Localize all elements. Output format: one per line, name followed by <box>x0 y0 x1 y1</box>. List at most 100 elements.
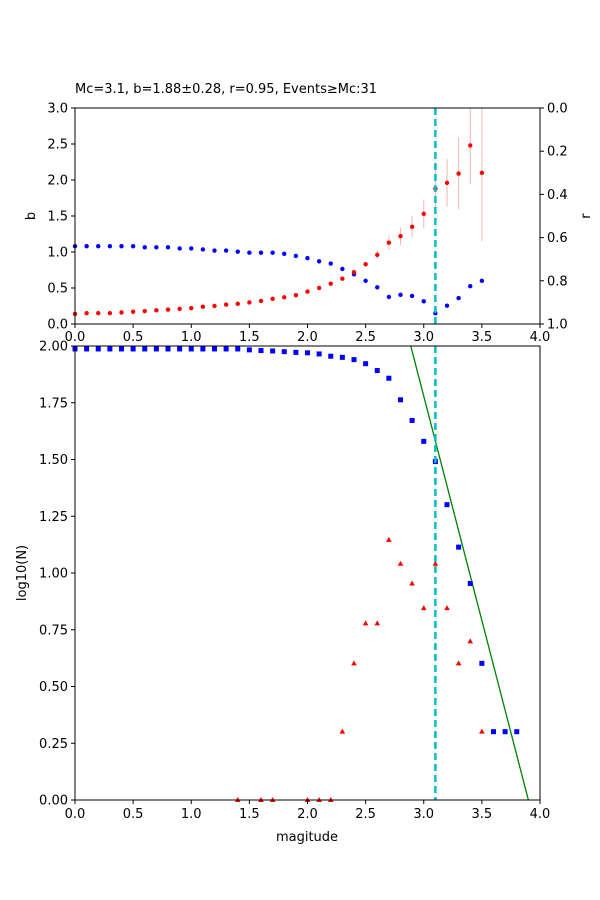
b-value-point <box>154 308 159 313</box>
cumulative-count-point <box>421 438 427 444</box>
cumulative-count-point <box>200 346 206 352</box>
cumulative-count-point <box>409 417 415 423</box>
cumulative-count-point <box>130 346 136 352</box>
b-value-point <box>316 285 322 291</box>
cumulative-count-point <box>95 346 101 352</box>
cumulative-count-point <box>479 660 485 666</box>
b-value-point <box>107 311 113 316</box>
r-tick-label: 1.0 <box>547 318 568 333</box>
r-axis-label: r <box>579 213 594 219</box>
cumulative-count-point <box>398 397 403 403</box>
r-value-point <box>409 293 415 299</box>
r-tick-label: 0.8 <box>547 274 568 289</box>
r-value-point <box>154 245 159 250</box>
r-value-point <box>142 245 147 250</box>
x-tick-label: 1.0 <box>181 807 202 822</box>
noncumulative-count-point <box>339 728 346 734</box>
b-value-chart: Mc=3.1, b=1.88±0.28, r=0.95, Events≥Mc:3… <box>24 82 594 345</box>
y-tick-label: 2.5 <box>47 138 68 153</box>
cumulative-count-point <box>456 544 462 550</box>
noncumulative-count-point <box>409 580 415 586</box>
b-value-point <box>340 276 345 281</box>
b-value-point <box>409 224 415 229</box>
b-value-point <box>398 233 403 239</box>
cumulative-count-point <box>235 346 241 352</box>
b-value-y-ticks: 0.0 0.5 1.0 1.5 2.0 2.5 3.0 <box>47 102 75 333</box>
cumulative-count-point <box>246 347 252 353</box>
r-value-point <box>316 259 322 264</box>
r-value-point <box>223 248 229 253</box>
b-value-point <box>247 300 252 305</box>
r-value-point <box>165 245 171 250</box>
x-tick-label: 0.5 <box>123 807 144 822</box>
r-value-point <box>130 244 136 249</box>
cumulative-count-point <box>374 368 380 374</box>
r-value-point <box>340 266 345 272</box>
y-tick-label: 0.5 <box>47 282 68 297</box>
r-value-point <box>96 244 101 249</box>
x-tick-label: 3.5 <box>472 330 493 345</box>
b-value-point <box>235 301 240 307</box>
x-tick-label: 3.0 <box>413 807 434 822</box>
y-tick-label: 0.75 <box>39 623 68 638</box>
cumulative-count-point <box>502 729 508 735</box>
r-value-point <box>119 244 124 249</box>
noncumulative-count-point <box>397 560 404 566</box>
r-value-point <box>305 255 310 261</box>
x-tick-label: 1.5 <box>239 807 260 822</box>
y-tick-label: 1.75 <box>39 396 68 411</box>
r-value-point <box>386 294 392 300</box>
cumulative-count-point <box>223 346 229 352</box>
noncumulative-count-point <box>374 620 381 626</box>
noncumulative-count-point <box>432 560 439 566</box>
cumulative-count-point <box>107 346 113 352</box>
r-value-point <box>189 246 194 251</box>
b-value-point <box>386 240 392 245</box>
b-value-point <box>293 293 299 298</box>
b-value-point <box>479 170 485 175</box>
cumulative-count-point <box>491 729 496 735</box>
cumulative-count-point <box>119 346 124 352</box>
chart-title: Mc=3.1, b=1.88±0.28, r=0.95, Events≥Mc:3… <box>75 82 377 97</box>
b-value-point <box>375 252 380 258</box>
r-value-point <box>444 303 450 308</box>
y-tick-label: 1.0 <box>47 246 68 261</box>
frequency-magnitude-chart: 0.0 0.5 1.0 1.5 2.0 2.5 3.0 3.5 4.0 0.00 0.25 0.50… <box>15 340 550 846</box>
b-value-point <box>305 289 310 294</box>
magnitude-x-ticks: 0.0 0.5 1.0 1.5 2.0 2.5 3.0 3.5 4.0 <box>65 800 550 822</box>
x-tick-label: 0.5 <box>123 330 144 345</box>
r-tick-label: 0.2 <box>547 145 568 160</box>
b-value-point <box>328 281 333 286</box>
frequency-magnitude-plot-area <box>72 346 530 802</box>
r-value-point <box>421 299 426 304</box>
b-value-plot-area <box>72 108 485 324</box>
r-value-point <box>107 244 113 249</box>
cumulative-count-point <box>328 353 334 359</box>
r-value-point <box>212 248 217 253</box>
cumulative-count-point <box>142 346 148 352</box>
b-value-x-ticks: 0.0 0.5 1.0 1.5 2.0 2.5 3.0 3.5 4.0 <box>65 324 550 345</box>
cumulative-count-point <box>188 346 194 352</box>
x-tick-label: 2.0 <box>297 807 318 822</box>
x-tick-label: 2.5 <box>355 330 376 345</box>
x-tick-label: 3.5 <box>472 807 493 822</box>
r-value-point <box>235 249 240 254</box>
noncumulative-count-point <box>467 638 474 644</box>
cumulative-count-point <box>281 349 287 355</box>
r-value-point <box>200 247 206 252</box>
noncumulative-count-point <box>351 660 357 666</box>
x-tick-label: 1.5 <box>239 330 260 345</box>
gr-fit-line <box>410 346 530 800</box>
b-value-point <box>96 311 101 316</box>
cumulative-count-point <box>293 349 299 355</box>
b-value-point <box>223 302 229 307</box>
b-value-point <box>421 211 426 217</box>
r-value-y-ticks: 0.0 0.2 0.4 0.6 0.8 1.0 <box>540 102 568 333</box>
r-value-point <box>398 292 403 298</box>
r-tick-label: 0.0 <box>547 102 568 117</box>
r-tick-label: 0.6 <box>547 231 568 246</box>
b-value-point <box>200 304 206 309</box>
y-tick-label: 0.0 <box>47 318 68 333</box>
noncumulative-count-point <box>362 620 369 626</box>
magnitude-axis-label: magitude <box>276 830 338 845</box>
